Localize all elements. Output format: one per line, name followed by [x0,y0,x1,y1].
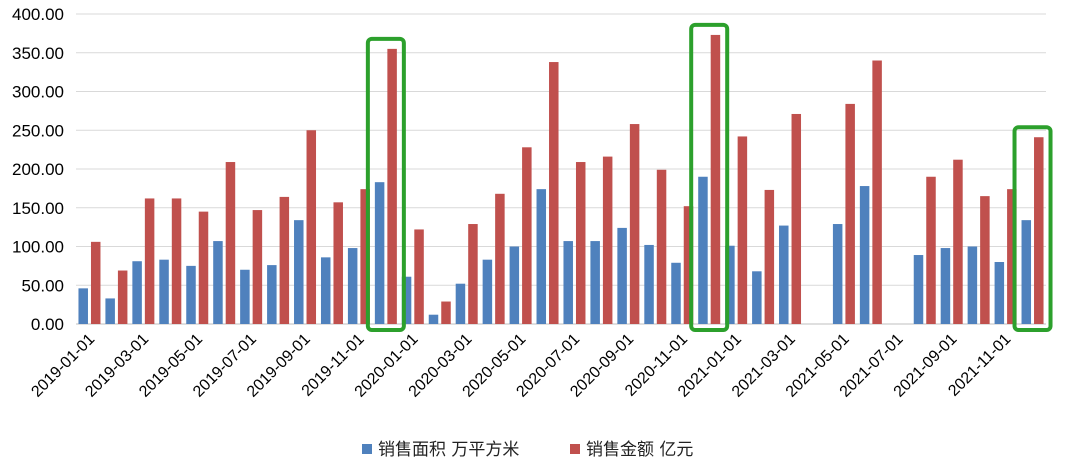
bar-area [320,257,331,324]
bar-amount [225,162,236,324]
legend-label-area: 销售面积 万平方米 [378,440,519,460]
x-axis-ticks: 2019-01-012019-03-012019-05-012019-07-01… [28,331,1014,401]
bar-area [213,241,223,324]
bar-amount [90,241,101,324]
bar-area [159,259,169,324]
bar-amount [171,198,182,324]
y-tick-label: 250.00 [12,121,64,140]
bar-amount [468,224,478,324]
bar-amount [252,210,263,324]
bar-amount [980,196,990,324]
bar-amount [683,206,694,324]
y-tick-label: 0.00 [31,315,64,334]
bar-amount [1034,137,1044,324]
bar-amount [279,196,290,324]
highlight-boxes [365,22,1053,333]
bar-amount [549,62,559,325]
bar-amount [144,198,155,324]
bars [78,34,1044,325]
bar-amount [845,103,855,325]
bar-area [347,248,358,324]
legend-swatch-area [362,444,372,454]
highlight-box [689,22,730,333]
bar-amount [1007,189,1017,324]
bar-area [779,225,789,324]
bar-amount [872,60,882,324]
y-tick-label: 400.00 [12,5,64,24]
bar-area [509,246,520,324]
bar-area [671,262,681,324]
bar-area [78,288,88,324]
highlight-box [1012,125,1053,332]
bar-amount [629,124,640,324]
y-tick-label: 50.00 [21,276,64,295]
bar-area [455,283,466,324]
bar-area [267,265,277,324]
bar-area [401,276,412,324]
bar-area [644,244,654,324]
bar-amount [495,193,505,324]
bar-amount [306,130,317,324]
bar-area [752,271,762,324]
bar-area [428,314,439,324]
bar-area [1021,220,1032,324]
bar-area [832,224,843,324]
legend: 销售面积 万平方米 销售金额 亿元 [362,440,693,460]
bar-amount [764,189,775,324]
highlight-box [365,36,406,332]
legend-swatch-amount [570,444,580,454]
bar-amount [710,34,721,325]
bar-area [563,241,573,324]
bar-amount [387,48,397,324]
y-axis-ticks: 0.00 50.00 100.00 150.00 200.00 250.00 300.00 3… [12,5,64,334]
bar-area [240,269,250,324]
y-tick-label: 100.00 [12,238,64,257]
bar-amount [333,202,343,324]
bar-area [698,176,708,324]
bar-area [590,241,600,324]
bar-area [725,245,735,324]
bar-area [913,255,924,324]
bar-amount [575,162,586,324]
bar-area [482,259,493,324]
bar-area [374,182,385,324]
bar-amount [926,176,936,324]
bar-area [859,186,870,324]
bar-area [940,248,951,324]
bar-amount [360,189,370,324]
y-tick-label: 150.00 [12,199,64,218]
bar-area [294,220,304,324]
bar-amount [522,147,532,324]
bar-area [967,246,978,324]
bar-amount [791,113,802,324]
y-tick-label: 200.00 [12,160,64,179]
bar-area [994,262,1005,324]
bar-amount [117,270,128,324]
bar-amount [198,211,209,324]
bar-area [132,261,142,324]
bar-amount [602,156,613,324]
legend-label-amount: 销售金额 亿元 [586,440,693,460]
grid-lines [76,13,1046,325]
y-tick-label: 350.00 [12,44,64,63]
bar-amount [441,301,451,324]
bar-amount [953,159,963,324]
bar-area [617,227,627,324]
bar-amount [656,169,667,324]
bar-amount [414,229,424,324]
y-tick-label: 300.00 [12,83,64,102]
bar-area [105,298,115,324]
bar-amount [737,136,748,324]
bar-area [186,265,196,324]
bar-area [536,189,547,324]
